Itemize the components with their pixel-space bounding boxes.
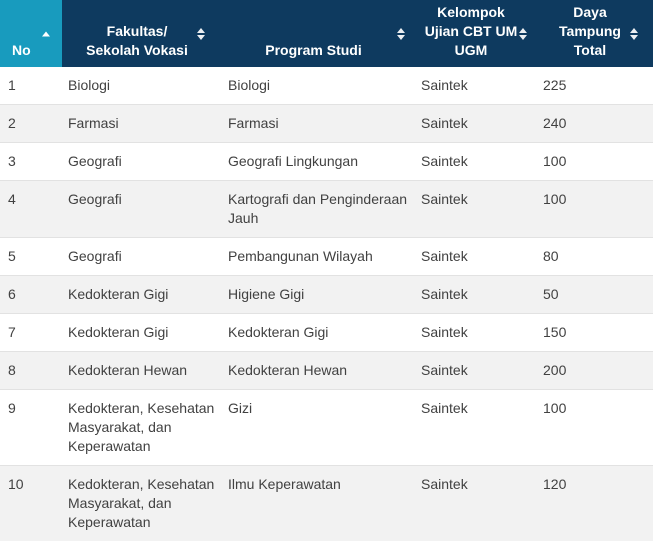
column-label-program-studi: Program Studi: [230, 41, 397, 60]
column-label-daya-line2: Tampung: [545, 22, 635, 41]
cell-program-studi: Biologi: [222, 67, 415, 105]
cell-kelompok-ujian: Saintek: [415, 143, 537, 181]
cell-kelompok-ujian: Saintek: [415, 352, 537, 390]
sort-both-icon: [519, 28, 527, 40]
cell-daya-tampung: 100: [537, 390, 653, 466]
table-row: 2 Farmasi Farmasi Saintek 240: [0, 105, 653, 143]
cell-program-studi: Kartografi dan Penginderaan Jauh: [222, 181, 415, 238]
cell-fakultas: Kedokteran Gigi: [62, 314, 222, 352]
cell-program-studi: Higiene Gigi: [222, 276, 415, 314]
cell-program-studi: Ilmu Keperawatan: [222, 466, 415, 541]
table-row: 7 Kedokteran Gigi Kedokteran Gigi Sainte…: [0, 314, 653, 352]
column-label-fakultas-line2: Sekolah Vokasi: [70, 41, 204, 60]
cell-fakultas: Kedokteran Hewan: [62, 352, 222, 390]
table-row: 4 Geografi Kartografi dan Penginderaan J…: [0, 181, 653, 238]
cell-kelompok-ujian: Saintek: [415, 105, 537, 143]
cell-program-studi: Geografi Lingkungan: [222, 143, 415, 181]
column-header-kelompok-ujian[interactable]: Kelompok Ujian CBT UM UGM: [415, 0, 537, 67]
cell-no: 6: [0, 276, 62, 314]
cell-kelompok-ujian: Saintek: [415, 390, 537, 466]
table-header: No Fakultas/ Sekolah Vokasi Program Stud…: [0, 0, 653, 67]
cell-daya-tampung: 120: [537, 466, 653, 541]
column-label-fakultas-line1: Fakultas/: [70, 22, 204, 41]
table-body: 1 Biologi Biologi Saintek 225 2 Farmasi …: [0, 67, 653, 541]
sort-ascending-icon: [42, 31, 50, 36]
cell-fakultas: Kedokteran, Kesehatan Masyarakat, dan Ke…: [62, 390, 222, 466]
cell-fakultas: Geografi: [62, 238, 222, 276]
table-row: 5 Geografi Pembangunan Wilayah Saintek 8…: [0, 238, 653, 276]
cell-fakultas: Biologi: [62, 67, 222, 105]
cell-program-studi: Kedokteran Hewan: [222, 352, 415, 390]
cell-no: 3: [0, 143, 62, 181]
cell-program-studi: Gizi: [222, 390, 415, 466]
cell-kelompok-ujian: Saintek: [415, 276, 537, 314]
cell-kelompok-ujian: Saintek: [415, 466, 537, 541]
cell-kelompok-ujian: Saintek: [415, 238, 537, 276]
cell-no: 10: [0, 466, 62, 541]
cell-no: 2: [0, 105, 62, 143]
sort-both-icon: [630, 28, 638, 40]
table-row: 9 Kedokteran, Kesehatan Masyarakat, dan …: [0, 390, 653, 466]
column-label-kelompok-line2: Ujian CBT UM: [423, 22, 519, 41]
cell-kelompok-ujian: Saintek: [415, 314, 537, 352]
column-header-daya-tampung[interactable]: Daya Tampung Total: [537, 0, 653, 67]
column-label-daya-line3: Total: [545, 41, 635, 60]
cell-fakultas: Geografi: [62, 143, 222, 181]
column-label-no: No: [12, 41, 44, 60]
column-header-fakultas[interactable]: Fakultas/ Sekolah Vokasi: [62, 0, 222, 67]
cell-no: 8: [0, 352, 62, 390]
table-row: 6 Kedokteran Gigi Higiene Gigi Saintek 5…: [0, 276, 653, 314]
column-label-daya-line1: Daya: [545, 3, 635, 22]
cell-kelompok-ujian: Saintek: [415, 181, 537, 238]
cell-fakultas: Kedokteran, Kesehatan Masyarakat, dan Ke…: [62, 466, 222, 541]
cell-daya-tampung: 100: [537, 181, 653, 238]
column-header-program-studi[interactable]: Program Studi: [222, 0, 415, 67]
cell-daya-tampung: 80: [537, 238, 653, 276]
table-row: 1 Biologi Biologi Saintek 225: [0, 67, 653, 105]
column-header-no[interactable]: No: [0, 0, 62, 67]
cell-daya-tampung: 150: [537, 314, 653, 352]
cell-no: 4: [0, 181, 62, 238]
sort-both-icon: [397, 28, 405, 40]
table-row: 10 Kedokteran, Kesehatan Masyarakat, dan…: [0, 466, 653, 541]
cell-daya-tampung: 240: [537, 105, 653, 143]
sort-both-icon: [197, 28, 205, 40]
column-label-kelompok-line1: Kelompok: [423, 3, 519, 22]
cell-program-studi: Farmasi: [222, 105, 415, 143]
cell-program-studi: Kedokteran Gigi: [222, 314, 415, 352]
cell-no: 9: [0, 390, 62, 466]
cell-fakultas: Farmasi: [62, 105, 222, 143]
cell-no: 7: [0, 314, 62, 352]
cell-daya-tampung: 50: [537, 276, 653, 314]
cell-daya-tampung: 200: [537, 352, 653, 390]
cell-program-studi: Pembangunan Wilayah: [222, 238, 415, 276]
cell-daya-tampung: 100: [537, 143, 653, 181]
cell-fakultas: Kedokteran Gigi: [62, 276, 222, 314]
cell-kelompok-ujian: Saintek: [415, 67, 537, 105]
table-row: 3 Geografi Geografi Lingkungan Saintek 1…: [0, 143, 653, 181]
column-label-kelompok-line3: UGM: [423, 41, 519, 60]
table-row: 8 Kedokteran Hewan Kedokteran Hewan Sain…: [0, 352, 653, 390]
cell-no: 1: [0, 67, 62, 105]
cell-daya-tampung: 225: [537, 67, 653, 105]
cell-no: 5: [0, 238, 62, 276]
cell-fakultas: Geografi: [62, 181, 222, 238]
